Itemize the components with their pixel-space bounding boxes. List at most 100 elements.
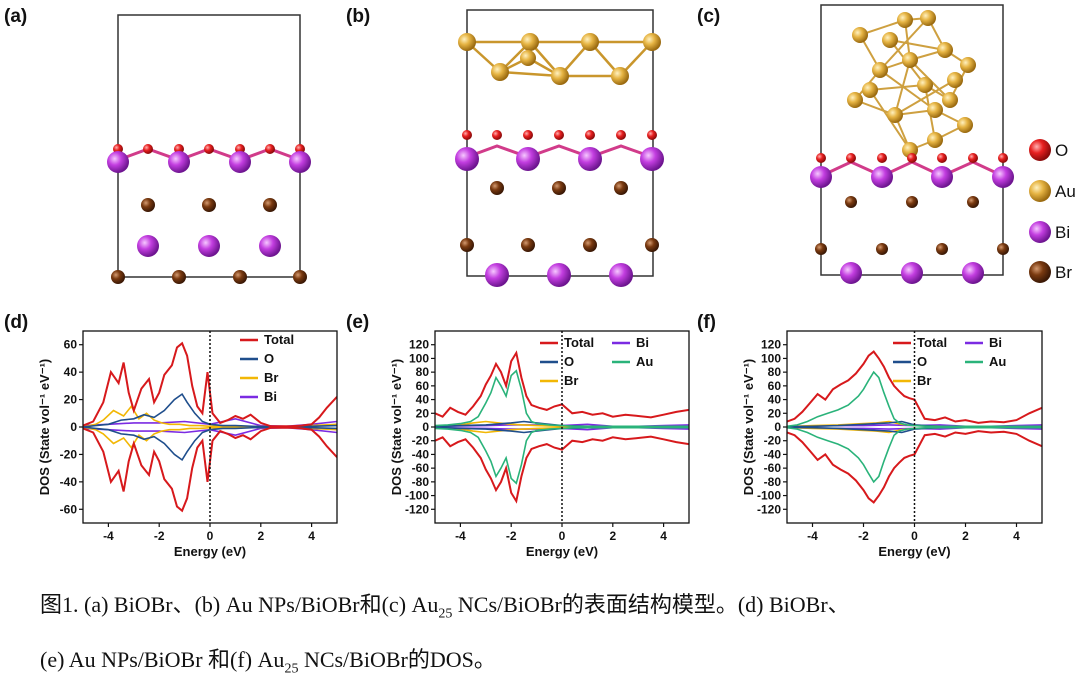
x-tick-label: -2	[858, 529, 869, 543]
x-axis-title: Energy (eV)	[878, 544, 950, 559]
x-tick-label: 0	[559, 529, 566, 543]
series-total-spin-up	[787, 350, 1042, 424]
x-tick-label: -4	[455, 529, 466, 543]
series-au-spin-up	[787, 370, 1042, 428]
panel-label-f: (f)	[697, 312, 716, 333]
legend-o-ball	[1029, 139, 1051, 161]
y-tick-label: 60	[416, 379, 430, 393]
y-tick-label: 0	[774, 420, 781, 434]
x-tick-label: 4	[1013, 529, 1020, 543]
x-axis-title: Energy (eV)	[174, 544, 246, 559]
legend-br-label: Br	[1055, 263, 1072, 282]
legend-label-bi: Bi	[264, 389, 277, 404]
y-tick-label: 20	[416, 406, 430, 420]
caption-sub-1: 25	[438, 606, 453, 622]
legend-label-br: Br	[917, 373, 931, 388]
x-tick-label: 0	[207, 529, 214, 543]
panel-label-a: (a)	[4, 6, 27, 27]
legend-label-total: Total	[917, 335, 947, 350]
y-tick-label: -40	[60, 475, 78, 489]
series-group	[435, 350, 689, 504]
series-au-spin-up	[435, 369, 689, 428]
legend-o-label: O	[1055, 141, 1068, 160]
y-tick-label: -20	[60, 447, 78, 461]
y-tick-label: 80	[768, 365, 782, 379]
legend-label-total: Total	[264, 332, 294, 347]
y-tick-label: -40	[412, 447, 430, 461]
legend-label-au: Au	[636, 354, 653, 369]
legend-br-ball	[1029, 261, 1051, 283]
y-tick-label: 60	[64, 338, 78, 352]
y-tick-label: 100	[761, 351, 781, 365]
y-axis-title: DOS (State vol⁻¹ eV⁻¹)	[37, 359, 52, 496]
figure-caption: 图1. (a) BiOBr、(b) Au NPs/BiOBr和(c) Au25 …	[40, 582, 1060, 693]
series-total-spin-up	[435, 350, 689, 419]
y-tick-label: -100	[405, 489, 429, 503]
x-tick-label: -4	[807, 529, 818, 543]
legend-label-total: Total	[564, 335, 594, 350]
x-tick-label: -2	[154, 529, 165, 543]
x-tick-label: 2	[609, 529, 616, 543]
series-au-spin-down	[435, 426, 689, 485]
y-tick-label: 40	[64, 365, 78, 379]
legend-label-o: O	[917, 354, 927, 369]
dos-chart-f: (f)-4 -2 0 2 4-120-100-80-60-40-200204060801…	[697, 312, 1043, 559]
structure-a	[107, 14, 311, 284]
caption-line-1-a: 图1. (a) BiOBr、(b) Au NPs/BiOBr和(c) Au	[40, 592, 439, 617]
panel-label-e: (e)	[346, 312, 369, 333]
caption-line-2-b: NCs/BiOBr的DOS。	[298, 647, 496, 673]
legend-label-au: Au	[989, 354, 1006, 369]
y-tick-label: -120	[405, 502, 429, 516]
legend-au-ball	[1029, 180, 1051, 202]
x-tick-label: 2	[257, 529, 264, 543]
legend-label-br: Br	[264, 370, 278, 385]
y-tick-label: 20	[64, 393, 78, 407]
series-total-spin-up	[83, 341, 337, 428]
caption-line-1: 图1. (a) BiOBr、(b) Au NPs/BiOBr和(c) Au25 …	[40, 582, 1060, 637]
x-tick-label: 4	[660, 529, 667, 543]
caption-line-2-a: (e) Au NPs/BiOBr 和(f) Au	[40, 647, 285, 673]
y-tick-label: 60	[768, 379, 782, 393]
legend-au-label: Au	[1055, 182, 1076, 201]
y-tick-label: 120	[409, 338, 429, 352]
y-tick-label: 40	[416, 393, 430, 407]
y-tick-label: 0	[422, 420, 429, 434]
y-tick-label: -100	[757, 489, 781, 503]
y-tick-label: -60	[60, 502, 78, 516]
series-total-spin-down	[435, 435, 689, 504]
y-tick-label: 80	[416, 365, 430, 379]
dos-chart-e: (e)-4 -2 0 2 4-120-100-80-60-40-200204060801…	[346, 312, 690, 559]
x-tick-label: 0	[911, 529, 918, 543]
legend-label-bi: Bi	[636, 335, 649, 350]
series-total-spin-down	[787, 430, 1042, 504]
caption-line-1-b: NCs/BiOBr的表面结构模型。(d) BiOBr、	[452, 592, 850, 617]
caption-sub-2: 25	[284, 661, 299, 677]
x-axis-title: Energy (eV)	[526, 544, 598, 559]
y-tick-label: -60	[764, 461, 782, 475]
y-tick-label: 0	[70, 420, 77, 434]
figure-canvas: (a) (b) (c)	[4, 4, 1076, 559]
series-o-spin-up	[83, 392, 337, 428]
panel-label-b: (b)	[346, 6, 370, 27]
legend-bi-label: Bi	[1055, 223, 1070, 242]
series-total-spin-down	[83, 426, 337, 513]
series-au-spin-down	[787, 426, 1042, 484]
y-axis-title: DOS (State vol⁻¹ eV⁻¹)	[741, 359, 756, 496]
y-tick-label: -20	[764, 434, 782, 448]
y-tick-label: 20	[768, 406, 782, 420]
x-tick-label: -4	[103, 529, 114, 543]
y-tick-label: 40	[768, 393, 782, 407]
legend-label-o: O	[564, 354, 574, 369]
structure-c	[810, 4, 1014, 284]
atom-legend: O Au Bi Br	[1029, 139, 1076, 283]
legend-label-br: Br	[564, 373, 578, 388]
y-tick-label: -80	[412, 475, 430, 489]
y-tick-label: -120	[757, 502, 781, 516]
panel-label-c: (c)	[697, 6, 720, 27]
caption-line-2: (e) Au NPs/BiOBr 和(f) Au25 NCs/BiOBr的DOS…	[40, 637, 1060, 692]
y-axis-title: DOS (State vol⁻¹ eV⁻¹)	[389, 359, 404, 496]
y-tick-label: -60	[412, 461, 430, 475]
panel-label-d: (d)	[4, 312, 28, 333]
series-group	[83, 341, 337, 513]
